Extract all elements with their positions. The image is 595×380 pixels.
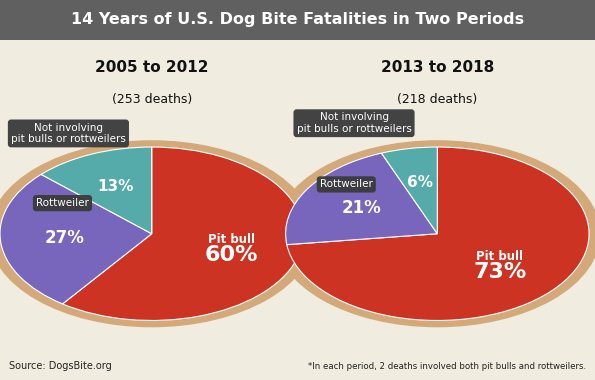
Text: (253 deaths): (253 deaths) xyxy=(112,93,192,106)
Wedge shape xyxy=(381,147,437,234)
Wedge shape xyxy=(286,153,437,245)
Text: 60%: 60% xyxy=(204,245,258,265)
Wedge shape xyxy=(0,174,152,304)
Text: 6%: 6% xyxy=(407,175,433,190)
Text: Pit bull: Pit bull xyxy=(208,233,255,247)
Text: Rottweiler: Rottweiler xyxy=(36,198,89,208)
Text: 27%: 27% xyxy=(44,230,84,247)
Text: *In each period, 2 deaths involved both pit bulls and rottweilers.: *In each period, 2 deaths involved both … xyxy=(308,363,586,372)
Text: 2013 to 2018: 2013 to 2018 xyxy=(381,60,494,75)
Text: Not involving
pit bulls or rottweilers: Not involving pit bulls or rottweilers xyxy=(296,112,412,134)
Text: 14 Years of U.S. Dog Bite Fatalities in Two Periods: 14 Years of U.S. Dog Bite Fatalities in … xyxy=(71,13,524,27)
Wedge shape xyxy=(62,147,303,320)
Text: Source: DogsBite.org: Source: DogsBite.org xyxy=(9,361,112,372)
Text: 21%: 21% xyxy=(342,199,381,217)
Wedge shape xyxy=(287,147,589,320)
Text: Not involving
pit bulls or rottweilers: Not involving pit bulls or rottweilers xyxy=(11,123,126,144)
Wedge shape xyxy=(41,147,152,234)
Text: Pit bull: Pit bull xyxy=(477,250,524,263)
Text: 73%: 73% xyxy=(473,262,527,282)
Circle shape xyxy=(0,141,314,326)
Text: (218 deaths): (218 deaths) xyxy=(397,93,477,106)
Text: 13%: 13% xyxy=(98,179,134,193)
Text: Rottweiler: Rottweiler xyxy=(320,179,372,190)
Text: 2005 to 2012: 2005 to 2012 xyxy=(95,60,208,75)
Circle shape xyxy=(275,141,595,326)
